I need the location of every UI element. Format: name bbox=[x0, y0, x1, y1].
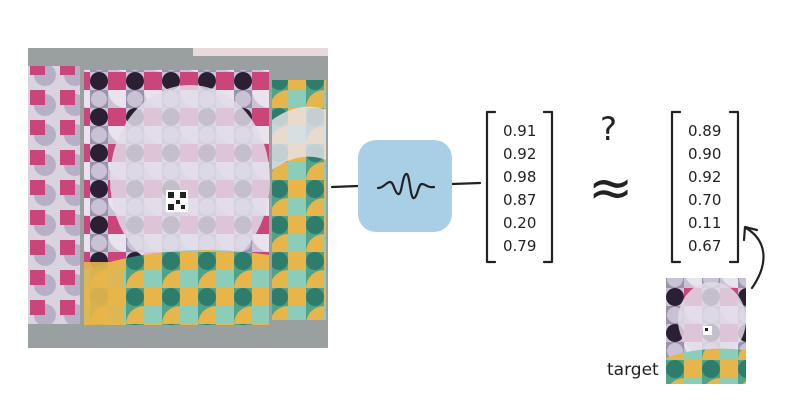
approx-symbol: ≈ bbox=[588, 156, 633, 219]
target-vector-value: 0.90 bbox=[688, 145, 721, 163]
target-qr-dot bbox=[705, 328, 708, 331]
input-vector-value: 0.79 bbox=[503, 237, 536, 255]
encoder-box bbox=[358, 140, 452, 232]
target-arrow bbox=[742, 225, 765, 290]
target-vector: 0.89 0.90 0.92 0.70 0.11 0.67 bbox=[670, 110, 740, 264]
right-poster-shape bbox=[272, 106, 326, 170]
wall-strip bbox=[193, 48, 328, 56]
poster-light-shape bbox=[110, 85, 270, 275]
input-connector-line bbox=[330, 184, 360, 189]
question-mark: ? bbox=[600, 110, 617, 148]
input-vector-left-bracket bbox=[485, 110, 497, 264]
target-vector-value: 0.67 bbox=[688, 237, 721, 255]
output-connector-line bbox=[450, 181, 482, 186]
waveform-icon bbox=[376, 172, 436, 200]
target-thumbnail bbox=[666, 278, 746, 384]
input-vector-value: 0.98 bbox=[503, 168, 536, 186]
input-vector-value: 0.20 bbox=[503, 214, 536, 232]
poster-photo bbox=[28, 48, 328, 348]
target-vector-value: 0.11 bbox=[688, 214, 721, 232]
input-vector-value: 0.92 bbox=[503, 145, 536, 163]
target-vector-right-bracket bbox=[728, 110, 740, 264]
target-arrow-curve bbox=[744, 226, 765, 290]
qr-code bbox=[166, 190, 188, 212]
target-label: target bbox=[607, 360, 659, 380]
encoder-block bbox=[358, 140, 452, 232]
target-lower-shape bbox=[666, 348, 746, 384]
poster-yellow-block bbox=[84, 262, 124, 325]
target-vector-value: 0.92 bbox=[688, 168, 721, 186]
left-poster-panel bbox=[28, 66, 80, 324]
input-vector-value: 0.91 bbox=[503, 122, 536, 140]
input-vector-value: 0.87 bbox=[503, 191, 536, 209]
input-vector-right-bracket bbox=[542, 110, 554, 264]
target-arrow-head bbox=[742, 225, 759, 242]
target-light-shape bbox=[678, 282, 746, 358]
target-vector-value: 0.70 bbox=[688, 191, 721, 209]
target-vector-value: 0.89 bbox=[688, 122, 721, 140]
input-vector: 0.91 0.92 0.98 0.87 0.20 0.79 bbox=[485, 110, 554, 264]
target-vector-left-bracket bbox=[670, 110, 682, 264]
poster-lower-shape bbox=[84, 250, 269, 325]
